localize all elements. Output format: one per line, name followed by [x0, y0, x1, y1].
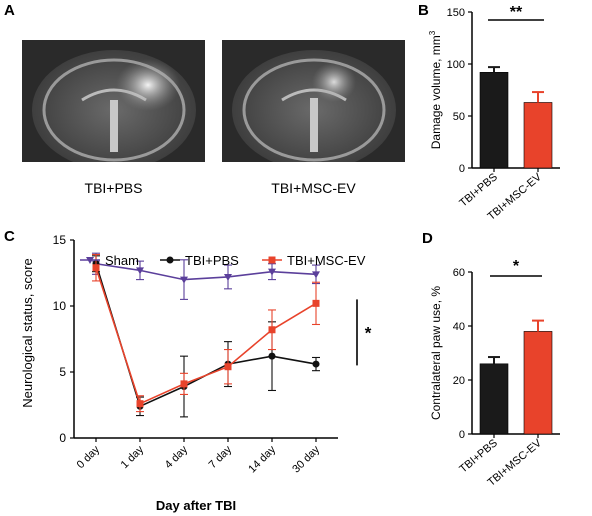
neurological-status-chart: 0 5 10 15 Neurological status, score 0 day 1 d…	[20, 233, 372, 513]
y-tick-label: 20	[453, 375, 465, 387]
panel-letter-b: B	[418, 2, 429, 19]
y-tick-label: 60	[453, 267, 465, 279]
caption-tbi-msc-ev: TBI+MSC-EV	[271, 180, 356, 196]
legend-marker	[268, 256, 276, 264]
y-tick-label: 5	[59, 365, 66, 379]
y-axis-label: Damage volume, mm3	[428, 30, 443, 149]
x-tick-label: 0 day	[75, 443, 103, 471]
series-line	[95, 263, 317, 408]
data-point	[92, 264, 100, 272]
x-tick-label: TBI+PBS	[457, 171, 500, 209]
significance-label: **	[510, 4, 523, 21]
legend-item-sham: Sham	[80, 253, 139, 268]
y-tick-label: 0	[459, 163, 465, 175]
series-line	[95, 262, 317, 281]
panel-letter-c: C	[4, 228, 15, 245]
data-point	[312, 360, 320, 368]
data-point	[136, 400, 144, 408]
y-tick-label: 40	[453, 321, 465, 333]
data-point	[312, 271, 320, 279]
y-tick-label: 15	[53, 233, 67, 247]
legend-item-tbi-pbs: TBI+PBS	[160, 253, 239, 268]
data-point	[268, 326, 276, 334]
y-tick-label: 10	[53, 299, 67, 313]
legend-marker	[86, 257, 94, 264]
x-tick-label: 14 day	[246, 443, 278, 475]
series-tbi-pbs	[92, 255, 320, 418]
y-axis-label: Contralateral paw use, %	[429, 286, 443, 420]
y-tick-label: 0	[59, 431, 66, 445]
data-point	[136, 267, 144, 275]
panel-letter-a: A	[4, 2, 15, 19]
data-point	[268, 352, 276, 360]
x-tick-label: 1 day	[119, 443, 147, 471]
data-point	[180, 380, 188, 388]
y-tick-label: 0	[459, 429, 465, 441]
mri-image-tbi-msc-ev	[222, 40, 405, 162]
bar-1	[479, 363, 509, 435]
y-axis-label: Neurological status, score	[20, 258, 35, 408]
mri-image-tbi-pbs	[22, 40, 205, 162]
data-point	[180, 276, 188, 284]
significance-label: *	[365, 323, 372, 342]
bar-2	[523, 102, 553, 169]
panel-letter-d: D	[422, 230, 433, 247]
x-tick-label: 30 day	[290, 443, 322, 475]
x-axis-label: Day after TBI	[156, 498, 236, 513]
data-point	[268, 268, 276, 276]
x-tick-label: 4 day	[163, 443, 191, 471]
legend-label: Sham	[105, 253, 139, 268]
data-point	[224, 363, 232, 371]
bar-1	[479, 72, 509, 169]
significance-label: *	[513, 258, 520, 275]
x-tick-label: TBI+PBS	[457, 437, 500, 475]
y-tick-label: 100	[447, 59, 465, 71]
legend-item-tbi-msc-ev: TBI+MSC-EV	[262, 253, 366, 268]
caption-tbi-pbs: TBI+PBS	[84, 180, 143, 196]
data-point	[224, 273, 232, 281]
legend-label: TBI+PBS	[185, 253, 239, 268]
legend-label: TBI+MSC-EV	[287, 253, 366, 268]
series-tbi-msc-ev	[92, 253, 320, 413]
series-line	[95, 267, 317, 405]
y-tick-label: 50	[453, 111, 465, 123]
y-tick-label: 150	[447, 7, 465, 19]
bar-2	[523, 331, 553, 435]
x-tick-label: 7 day	[207, 443, 235, 471]
data-point	[312, 299, 320, 307]
legend-marker	[166, 256, 174, 264]
